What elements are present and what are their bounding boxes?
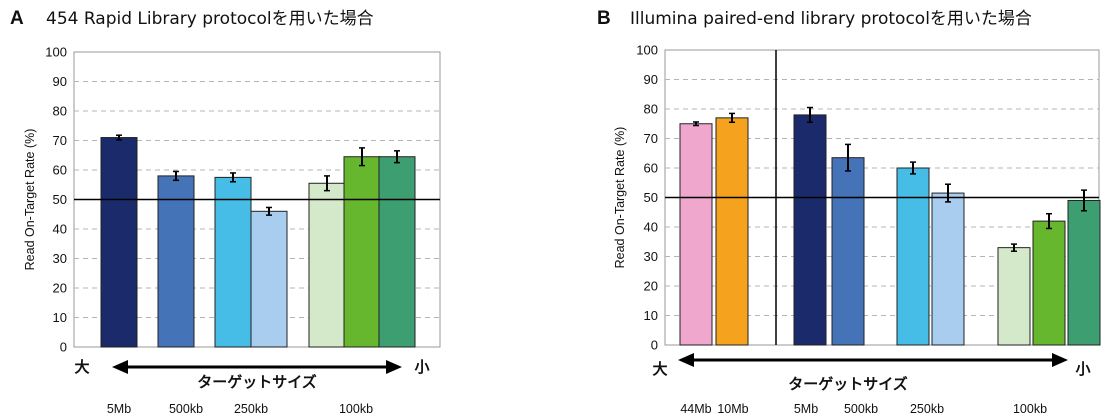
panel-a-size-small-label: 小 <box>414 358 429 376</box>
panel-a-ytick-label: 70 <box>53 133 67 148</box>
panel-a-ytick-label: 60 <box>53 163 67 178</box>
panel-a-bar <box>157 175 195 348</box>
panel-b-ytick-label: 10 <box>644 308 658 323</box>
panel-b-size-large-label: 大 <box>652 360 667 378</box>
panel-b-size-arrow-left-head <box>678 353 694 367</box>
panel-a-ytick-label: 0 <box>60 340 67 355</box>
panel-a-category-label: 250kb <box>234 402 268 416</box>
panel-b-bar <box>679 123 713 346</box>
panel-a-ytick-label: 100 <box>45 45 67 60</box>
panel-a-category-label: 500kb <box>169 402 203 416</box>
panel-a-bar <box>250 210 288 348</box>
panel-a-size-arrow-left-head <box>112 360 128 374</box>
panel-b-category-label: 100kb <box>1013 402 1047 416</box>
panel-a-ytick-label: 40 <box>53 222 67 237</box>
panel-b-ytick-label: 90 <box>644 72 658 87</box>
panel-a-size-large-label: 大 <box>74 358 89 376</box>
panel-b-bar <box>997 247 1031 346</box>
panel-a-category-label: 100kb <box>339 402 373 416</box>
panel-b-bar <box>831 157 865 346</box>
panel-b-target-size-caption: ターゲットサイズ <box>788 375 908 393</box>
panel-a-y-axis-label: Read On-Target Rate (%) <box>23 129 37 271</box>
panel-b-letter: B <box>597 8 611 29</box>
panel-b-category-label: 500kb <box>844 402 878 416</box>
panel-a-ytick-label: 80 <box>53 104 67 119</box>
panel-b-ytick-label: 60 <box>644 161 658 176</box>
panel-a-bar <box>100 137 138 348</box>
panel-a-bar <box>378 156 416 348</box>
panel-b-ytick-label: 0 <box>651 338 658 353</box>
panel-a-bar <box>308 182 346 348</box>
panel-a-category-label: 5Mb <box>107 402 131 416</box>
panel-a-ytick-label: 50 <box>53 192 67 207</box>
panel-a-bar <box>214 176 252 348</box>
panel-b-size-arrow-right-head <box>1052 353 1068 367</box>
panel-b-bar <box>931 192 965 346</box>
panel-a-ytick-label: 90 <box>53 74 67 89</box>
panel-b-ytick-label: 100 <box>636 43 658 58</box>
panel-a-letter: A <box>10 8 24 29</box>
panel-b-ytick-label: 50 <box>644 190 658 205</box>
panel-a-ytick-label: 30 <box>53 251 67 266</box>
panel-b-category-label: 44Mb <box>680 402 711 416</box>
panel-b-ytick-label: 70 <box>644 131 658 146</box>
panel-b-category-label: 250kb <box>910 402 944 416</box>
panel-b-category-label: 10Mb <box>717 402 748 416</box>
panel-b-category-label: 5Mb <box>794 402 818 416</box>
panel-b-bar <box>1032 220 1066 346</box>
panel-a-size-arrow-right-head <box>386 360 402 374</box>
panel-b-bar <box>793 114 827 346</box>
panel-a-title: 454 Rapid Library protocolを用いた場合 <box>46 9 374 29</box>
panel-b-bar <box>1067 199 1101 346</box>
panel-b-y-axis-label: Read On-Target Rate (%) <box>613 127 627 269</box>
panel-b-bar <box>896 167 930 346</box>
panel-a-ytick-label: 10 <box>53 310 67 325</box>
panel-b-size-small-label: 小 <box>1075 360 1090 378</box>
panel-a-ytick-label: 20 <box>53 281 67 296</box>
panel-b-title: Illumina paired-end library protocolを用いた… <box>630 9 1032 29</box>
panel-b-ytick-label: 20 <box>644 279 658 294</box>
panel-b-ytick-label: 80 <box>644 102 658 117</box>
panel-b-bar <box>715 117 749 346</box>
panel-a-target-size-caption: ターゲットサイズ <box>197 373 317 391</box>
panel-b-ytick-label: 30 <box>644 249 658 264</box>
panel-b-ytick-label: 40 <box>644 220 658 235</box>
panel-a-bar <box>343 156 381 348</box>
